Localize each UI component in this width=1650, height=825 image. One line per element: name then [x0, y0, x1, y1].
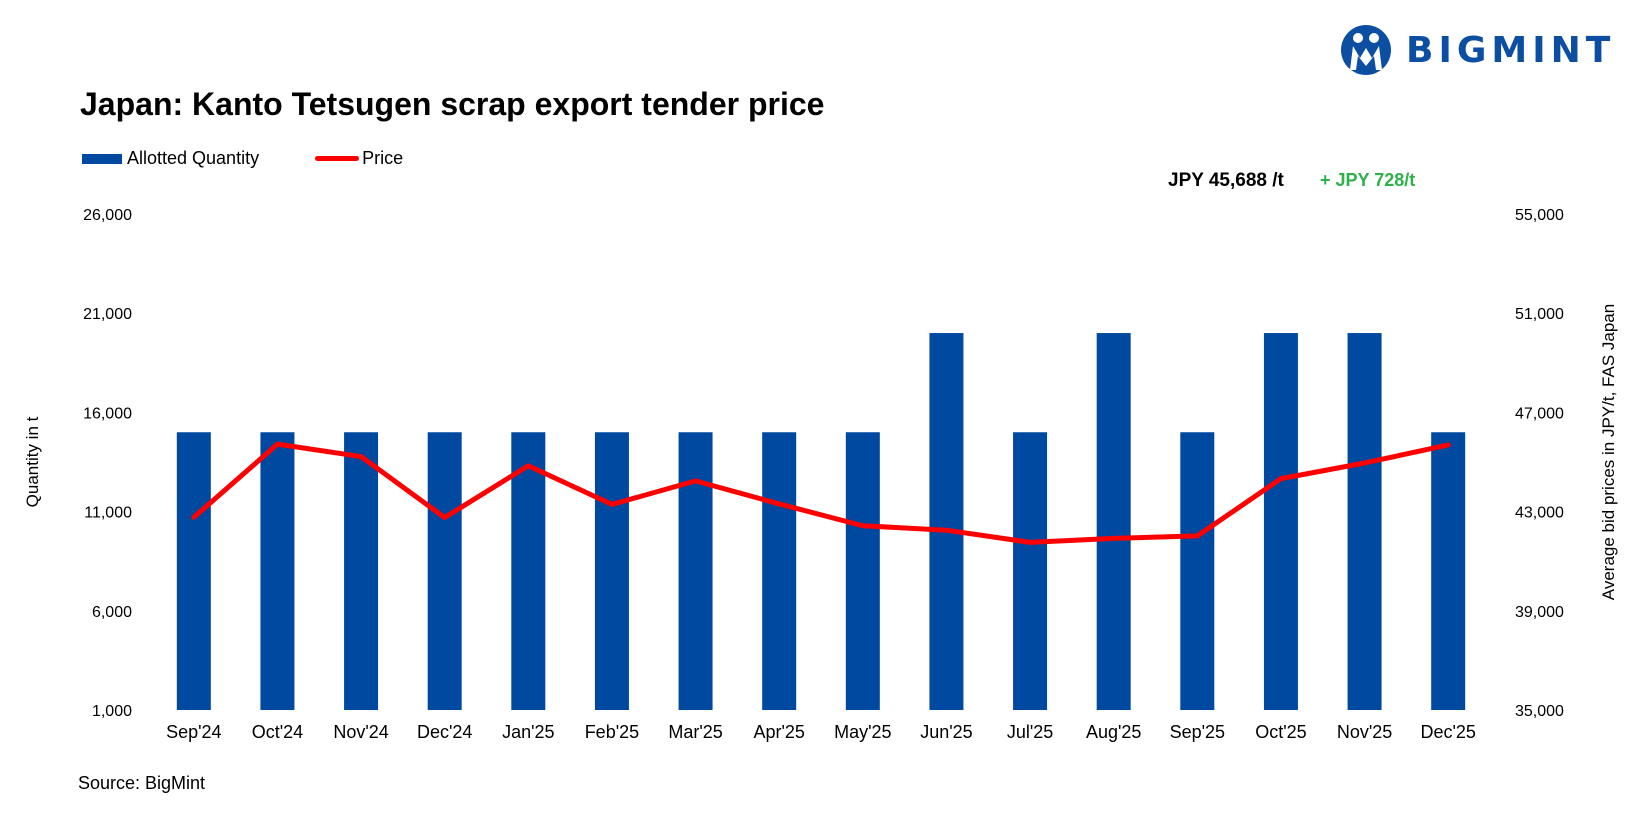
y-tick-label: 21,000 — [83, 306, 132, 323]
quantity-bar — [176, 432, 211, 710]
y2-tick-label: 47,000 — [1515, 405, 1564, 422]
price-point — [192, 515, 196, 519]
legend-label-quantity: Allotted Quantity — [127, 148, 260, 168]
price-point — [1363, 461, 1367, 465]
x-tick-label: Oct'25 — [1255, 722, 1306, 742]
price-point — [1112, 536, 1116, 540]
quantity-bar — [1096, 333, 1131, 710]
price-point — [275, 442, 279, 446]
x-tick-label: Feb'25 — [585, 722, 639, 742]
price-point — [861, 524, 865, 528]
x-tick-label: Nov'24 — [333, 722, 388, 742]
brand-name: BIGMINT — [1406, 29, 1616, 71]
x-tick-label: Sep'24 — [166, 722, 222, 742]
y-tick-label: 16,000 — [83, 405, 132, 422]
x-tick-label: Apr'25 — [753, 722, 804, 742]
x-tick-label: Mar'25 — [668, 722, 722, 742]
quantity-bars — [176, 333, 1466, 710]
y-axis-label: Quantity in t — [23, 416, 42, 507]
quantity-bar — [762, 432, 797, 710]
quantity-bar — [678, 432, 713, 710]
legend-swatch-line — [315, 156, 360, 161]
y-tick-label: 6,000 — [92, 604, 132, 621]
quantity-bar — [1180, 432, 1215, 710]
price-line-group — [191, 441, 1451, 545]
brand-logo: BIGMINT — [1340, 24, 1615, 76]
legend-label-price: Price — [362, 148, 404, 168]
price-point — [359, 455, 363, 459]
y-tick-label: 26,000 — [83, 207, 132, 224]
quantity-bar — [260, 432, 295, 710]
latest-price: JPY 45,688 /t — [1168, 170, 1284, 191]
x-tick-label: Aug'25 — [1086, 722, 1142, 742]
legend-item-quantity: Allotted Quantity — [82, 148, 259, 169]
x-tick-label: Sep'25 — [1170, 722, 1226, 742]
y2-tick-label: 39,000 — [1515, 604, 1564, 621]
left-axis-ticks: 1,000 6,000 11,000 16,000 21,000 26,000 — [83, 207, 132, 720]
latest-price-change: + JPY 728/t — [1320, 170, 1416, 190]
quantity-bar — [1263, 333, 1298, 710]
x-tick-label: Nov'25 — [1337, 722, 1392, 742]
price-point — [610, 502, 614, 506]
price-point — [777, 502, 781, 506]
price-point — [1195, 534, 1199, 538]
x-tick-label: May'25 — [834, 722, 891, 742]
chart-legend: Allotted Quantity Price — [82, 148, 459, 169]
price-point — [526, 464, 530, 468]
x-tick-label: Jul'25 — [1007, 722, 1053, 742]
price-point — [694, 479, 698, 483]
bigmint-logo-icon — [1341, 25, 1391, 75]
legend-item-price: Price — [315, 148, 403, 169]
y2-tick-label: 55,000 — [1515, 207, 1564, 224]
quantity-bar — [929, 333, 964, 710]
x-tick-label: Oct'24 — [252, 722, 303, 742]
y-tick-label: 1,000 — [92, 703, 132, 720]
quantity-bar — [511, 432, 546, 710]
right-axis-ticks: 35,000 39,000 43,000 47,000 51,000 55,000 — [1515, 207, 1564, 720]
price-point — [944, 528, 948, 532]
quantity-bar — [594, 432, 629, 710]
y2-tick-label: 51,000 — [1515, 306, 1564, 323]
x-tick-label: Jun'25 — [920, 722, 972, 742]
x-tick-label: Jan'25 — [502, 722, 554, 742]
y2-tick-label: 35,000 — [1515, 703, 1564, 720]
legend-swatch-bar — [82, 153, 122, 164]
y2-tick-label: 43,000 — [1515, 505, 1564, 522]
y-tick-label: 11,000 — [84, 505, 132, 522]
quantity-bar — [1431, 432, 1466, 710]
price-point — [1446, 443, 1450, 447]
source-note: Source: BigMint — [78, 773, 206, 793]
quantity-bar — [1013, 432, 1048, 710]
x-axis-ticks: Sep'24 Oct'24 Nov'24 Dec'24 Jan'25 Feb'25 Mar'… — [166, 722, 1476, 742]
chart-title: Japan: Kanto Tetsugen scrap export tende… — [80, 86, 825, 122]
price-point — [1279, 477, 1283, 481]
quantity-bar — [1347, 333, 1382, 710]
price-point — [1028, 540, 1032, 544]
price-line — [191, 441, 1451, 545]
x-tick-label: Dec'25 — [1420, 722, 1475, 742]
quantity-bar — [427, 432, 462, 710]
y2-axis-label: Average bid prices in JPY/t, FAS Japan — [1599, 304, 1618, 600]
quantity-bar — [344, 432, 379, 710]
x-tick-label: Dec'24 — [417, 722, 472, 742]
price-point — [443, 516, 447, 520]
quantity-bar — [845, 432, 880, 710]
